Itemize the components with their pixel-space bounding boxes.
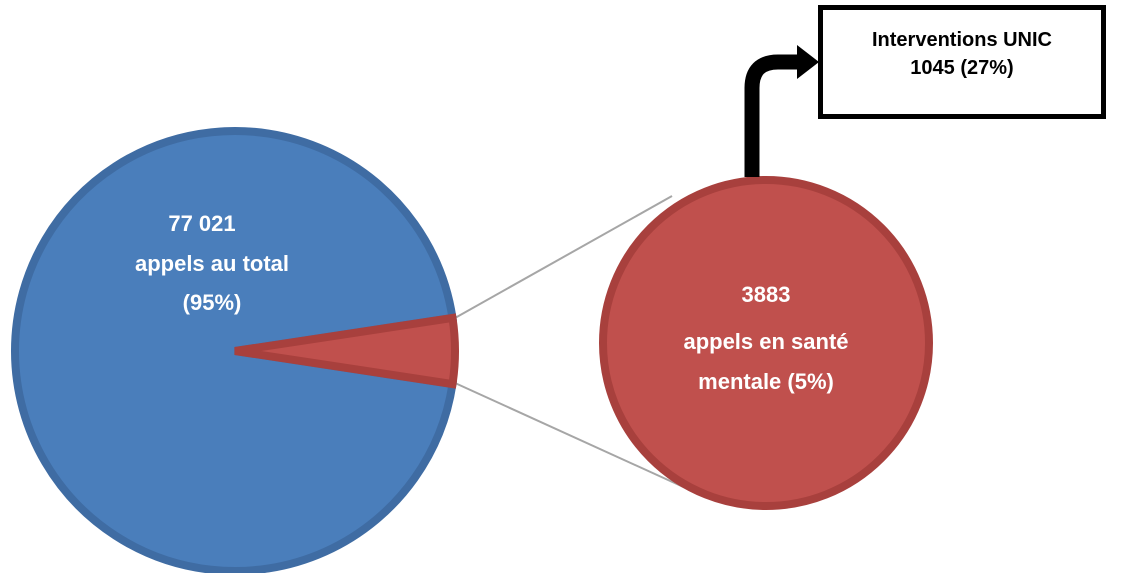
- slice-appels-sante-mentale: [234, 313, 459, 389]
- callout-arrow: [744, 54, 800, 177]
- connector-line-top: [454, 195, 673, 319]
- secondary-circle-sante-mentale: [599, 176, 933, 510]
- connector-line-bottom: [454, 382, 691, 491]
- callout-line-title: Interventions UNIC: [871, 29, 1053, 51]
- label-total-percent: (95%): [183, 290, 242, 315]
- callout-arrowhead-icon: [797, 45, 819, 79]
- callout-line-value: 1045 (27%): [910, 57, 1014, 79]
- label-total-desc: appels au total: [135, 251, 289, 276]
- label-mental-desc: appels en santé: [683, 329, 848, 354]
- callout-box-interventions-unic: Interventions UNIC 1045 (27%): [818, 5, 1106, 119]
- main-pie: [11, 127, 459, 573]
- label-mental-value: 3883: [742, 282, 791, 307]
- slice-appels-au-total: [11, 127, 458, 573]
- label-total-value: 77 021: [168, 211, 235, 236]
- label-mental-percent: mentale (5%): [698, 369, 834, 394]
